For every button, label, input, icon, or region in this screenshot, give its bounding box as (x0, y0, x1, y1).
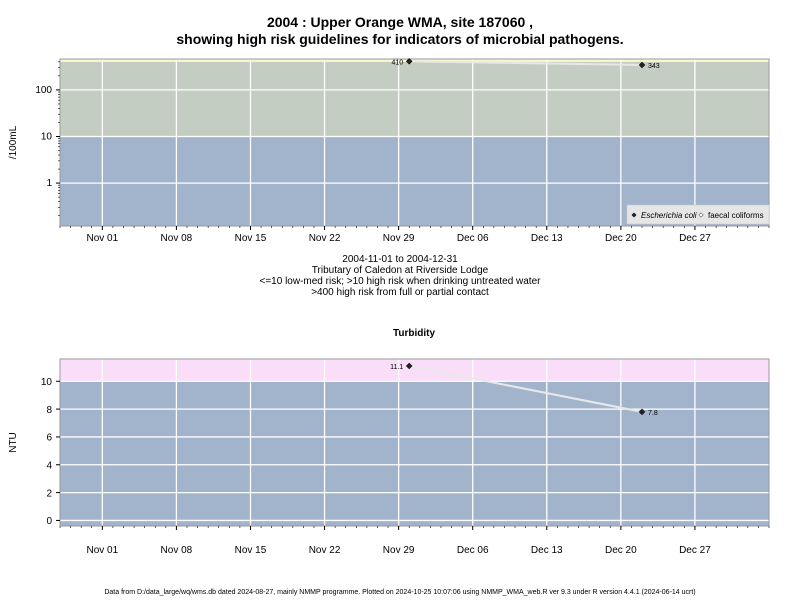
legend-label: Escherichia coli (641, 211, 697, 220)
legend-marker (698, 212, 704, 218)
x-tick-label: Dec 20 (605, 233, 637, 244)
plot-frame (59, 58, 770, 227)
legend-label: faecal coliforms (708, 211, 764, 220)
y-tick-label: 4 (46, 460, 52, 471)
x-tick-label: Nov 01 (86, 545, 118, 556)
x-tick-label: Nov 08 (161, 545, 193, 556)
risk-zone-band (60, 359, 769, 382)
risk-zone-band (60, 381, 769, 526)
y-tick-label: 10 (41, 131, 53, 142)
series-line (409, 60, 643, 66)
y-tick-label: 10 (41, 377, 53, 388)
x-tick-label: Nov 22 (309, 545, 341, 556)
y-tick-label: 2 (46, 488, 52, 499)
y-tick-label: 1 (46, 178, 52, 189)
x-tick-label: Nov 15 (235, 233, 267, 244)
y-tick-label: 6 (46, 433, 52, 444)
caption-guideline-contact: >400 high risk from full or partial cont… (311, 287, 489, 298)
x-tick-label: Dec 13 (531, 545, 563, 556)
chart-title-line-2: showing high risk guidelines for indicat… (176, 31, 624, 47)
x-tick-label: Nov 29 (383, 545, 415, 556)
data-label: 7.8 (648, 410, 658, 417)
y-tick-label: 0 (46, 516, 52, 527)
series-line (409, 364, 643, 413)
caption-site: Tributary of Caledon at Riverside Lodge (311, 265, 489, 276)
chart-title-line-1: 2004 : Upper Orange WMA, site 187060 , (266, 14, 534, 30)
data-label: 410 (392, 59, 404, 66)
x-tick-label: Dec 27 (679, 545, 711, 556)
plot-frame (59, 358, 770, 527)
x-tick-label: Nov 08 (161, 233, 193, 244)
y-tick-label: 100 (35, 85, 52, 96)
data-point (405, 57, 413, 65)
data-point (405, 362, 413, 370)
x-tick-label: Dec 06 (457, 233, 489, 244)
x-tick-label: Nov 22 (309, 233, 341, 244)
data-label: 11.1 (390, 364, 403, 371)
caption-guideline-drinking: <=10 low-med risk; >10 high risk when dr… (259, 276, 541, 287)
panel-title: Turbidity (393, 328, 435, 339)
data-point (638, 408, 646, 416)
y-tick-label: 8 (46, 405, 52, 416)
legend-marker (631, 212, 637, 218)
chart-panel-turbidity: Nov 01 Nov 08 Nov 15 Nov 22 Nov 29 Dec 06 Dec … (8, 328, 770, 556)
data-label: 343 (648, 63, 660, 70)
chart-panel-microbial: Nov 01 Nov 08 Nov 15 Nov 22 Nov 29 Dec 06 Dec … (8, 57, 770, 244)
x-tick-label: Dec 13 (531, 233, 563, 244)
legend-box (626, 204, 770, 225)
footer-source-note: Data from D:/data_large/wq/wms.db dated … (104, 589, 696, 596)
data-point (638, 61, 646, 69)
x-tick-label: Nov 01 (86, 233, 118, 244)
x-tick-label: Dec 06 (457, 545, 489, 556)
x-tick-label: Dec 20 (605, 545, 637, 556)
y-axis-label: NTU (8, 432, 19, 453)
y-axis-label: /100mL (8, 125, 19, 159)
x-tick-label: Nov 15 (235, 545, 267, 556)
x-tick-label: Dec 27 (679, 233, 711, 244)
risk-zone-band (60, 61, 769, 137)
x-tick-label: Nov 29 (383, 233, 415, 244)
caption-date-range: 2004-11-01 to 2004-12-31 (342, 254, 458, 265)
